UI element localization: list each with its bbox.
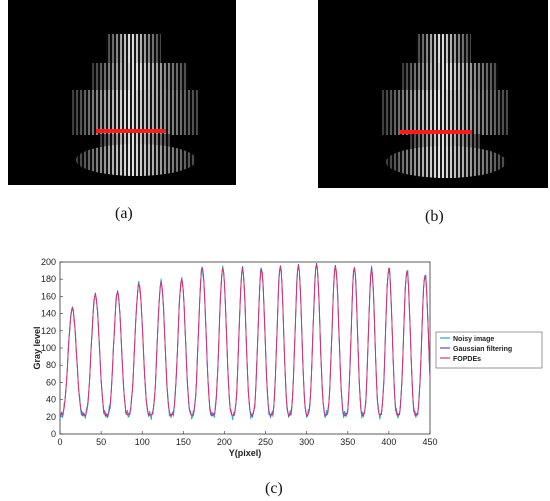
cylinder-object [72, 34, 198, 176]
caption-b: (b) [425, 208, 444, 225]
y-tick-label: 140 [41, 309, 56, 319]
x-tick-label: 100 [135, 437, 150, 447]
series-line-fopdes [59, 264, 431, 416]
y-tick-label: 200 [41, 257, 56, 267]
profile-marker-line [96, 129, 166, 133]
axis-ticks: 0 50 100 150 200 250 300 350 400 450 0 20 40 60 80 100 1… [41, 257, 438, 447]
striped-object-image-a [72, 34, 198, 176]
profile-marker-line [400, 130, 472, 134]
x-tick-label: 250 [258, 437, 273, 447]
x-tick-label: 350 [340, 437, 355, 447]
cylinder-object [382, 34, 508, 178]
y-tick-label: 0 [51, 429, 56, 439]
legend-box [435, 331, 543, 369]
y-tick-label: 180 [41, 274, 56, 284]
y-axis-label: Gray level [32, 326, 42, 369]
y-tick-label: 20 [46, 412, 56, 422]
x-tick-label: 0 [57, 437, 62, 447]
x-tick-label: 450 [422, 437, 437, 447]
y-tick-label: 80 [46, 360, 56, 370]
legend-label: Gaussian filtering [453, 346, 512, 353]
x-tick-label: 300 [299, 437, 314, 447]
x-tick-label: 50 [96, 437, 106, 447]
plot-frame [59, 261, 431, 435]
legend: Noisy image Gaussian filtering FOPDEs [435, 331, 543, 369]
series-lines [59, 263, 431, 421]
legend-label: FOPDEs [453, 356, 481, 363]
striped-object-image-b [382, 34, 508, 178]
caption-c: (c) [265, 480, 283, 497]
x-tick-label: 200 [217, 437, 232, 447]
legend-label: Noisy image [453, 336, 494, 343]
image-panel-a [8, 0, 236, 185]
y-tick-label: 160 [41, 291, 56, 301]
y-tick-label: 120 [41, 326, 56, 336]
x-tick-label: 400 [381, 437, 396, 447]
x-axis-label: Y(pixel) [229, 448, 262, 458]
y-tick-label: 60 [46, 377, 56, 387]
image-panel-b [318, 0, 548, 188]
gray-level-chart: 0 50 100 150 200 250 300 350 400 450 0 20 40 60 80 100 1… [32, 257, 543, 458]
y-tick-label: 40 [46, 395, 56, 405]
caption-a: (a) [115, 205, 133, 222]
y-tick-label: 100 [41, 343, 56, 353]
x-tick-label: 150 [176, 437, 191, 447]
